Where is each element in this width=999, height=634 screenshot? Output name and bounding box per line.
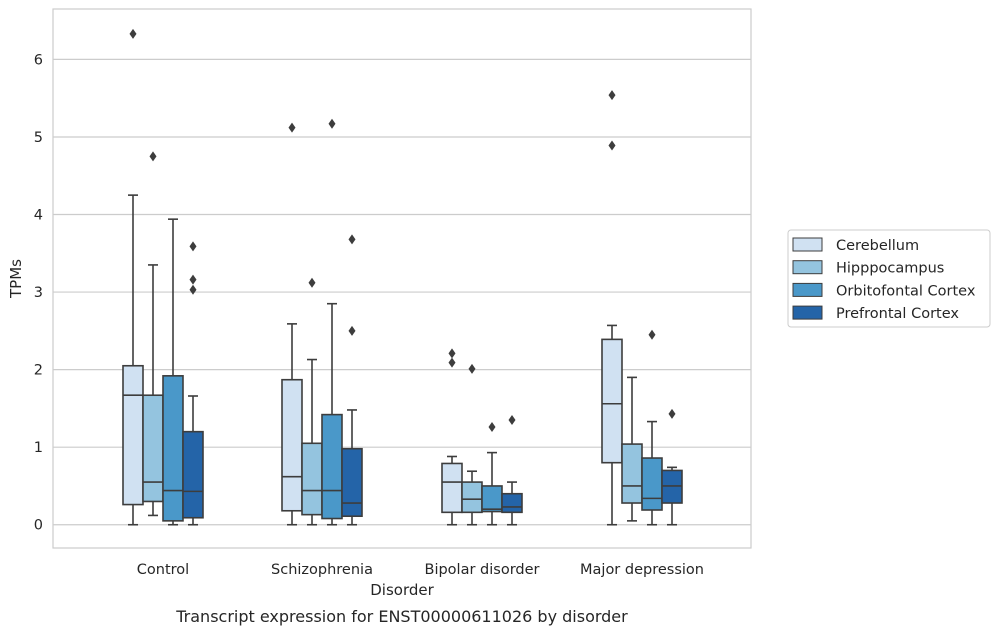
outlier-point	[668, 408, 676, 419]
box-body	[461, 481, 483, 514]
outlier-point	[608, 90, 616, 101]
outlier-point	[288, 122, 296, 133]
legend-label: Prefrontal Cortex	[836, 306, 959, 322]
box-3-1	[341, 234, 363, 526]
legend-swatch	[792, 282, 823, 297]
box-body	[182, 430, 204, 519]
y-tick-labels: 0 1 2 3 4 5 6	[34, 52, 43, 533]
box-layer	[122, 28, 683, 526]
box-1-3	[621, 376, 643, 522]
legend-swatch	[792, 260, 823, 275]
box-1-1	[301, 277, 323, 526]
outlier-point	[189, 241, 197, 252]
y-tick-label: 5	[34, 130, 43, 146]
outlier-point	[648, 329, 656, 340]
box-body	[501, 492, 523, 514]
box-body	[142, 394, 164, 503]
outlier-point	[328, 118, 336, 129]
box-body	[281, 378, 303, 512]
box-2-0	[162, 218, 184, 526]
outlier-point	[308, 277, 316, 288]
outlier-point	[488, 422, 496, 433]
y-tick-label: 6	[34, 52, 43, 68]
legend-swatch	[792, 237, 823, 252]
box-body	[481, 485, 503, 513]
y-tick-label: 3	[34, 285, 43, 301]
outlier-point	[608, 140, 616, 151]
y-tick-label: 4	[34, 208, 43, 224]
box-3-2	[501, 415, 523, 526]
outlier-point	[508, 415, 516, 426]
x-tick-label: Schizophrenia	[271, 562, 373, 578]
outlier-point	[189, 284, 197, 295]
box-0-2	[441, 348, 463, 526]
outlier-point	[129, 28, 137, 39]
box-body	[321, 413, 343, 520]
box-0-3	[601, 90, 623, 526]
box-body	[122, 364, 144, 506]
box-3-0	[182, 241, 204, 526]
box-body	[341, 447, 363, 518]
outlier-point	[149, 151, 157, 162]
y-tick-label: 1	[34, 440, 43, 456]
box-body	[601, 338, 623, 464]
legend-frame	[787, 229, 991, 328]
box-body	[301, 442, 323, 516]
outlier-point	[468, 363, 476, 374]
box-body	[641, 457, 663, 511]
legend-label: Hipppocampus	[836, 261, 944, 277]
y-tick-label: 2	[34, 363, 43, 379]
legend-swatch	[792, 305, 823, 320]
outlier-point	[189, 274, 197, 285]
legend-label: Orbitofontal Cortex	[836, 283, 976, 299]
y-axis-title: TPMs	[7, 259, 25, 299]
x-tick-labels: Control Schizophrenia Bipolar disorder Majo…	[137, 562, 704, 578]
outlier-point	[448, 357, 456, 368]
outlier-point	[348, 325, 356, 336]
x-tick-label: Major depression	[580, 562, 704, 578]
box-body	[162, 375, 184, 522]
x-tick-label: Bipolar disorder	[425, 562, 540, 578]
box-body	[441, 462, 463, 514]
box-0-1	[281, 122, 303, 526]
legend: Cerebellum Hipppocampus Orbitofontal Corte…	[787, 229, 991, 328]
outlier-point	[348, 234, 356, 245]
legend-label: Cerebellum	[836, 238, 919, 254]
outlier-point	[448, 348, 456, 359]
box-3-3	[661, 408, 683, 526]
x-axis-title: Disorder	[370, 581, 434, 599]
chart-caption: Transcript expression for ENST0000061102…	[175, 607, 628, 626]
y-tick-label: 0	[34, 518, 43, 534]
x-tick-label: Control	[137, 562, 189, 578]
box-body	[621, 443, 643, 504]
box-1-2	[461, 363, 483, 526]
